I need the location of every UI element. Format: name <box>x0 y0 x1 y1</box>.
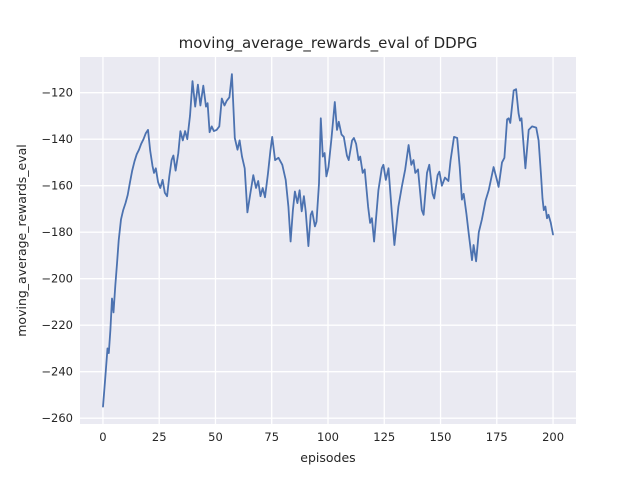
x-tick-label: 125 <box>373 430 395 444</box>
series-lines <box>102 73 554 408</box>
x-axis-label: episodes <box>300 450 355 465</box>
series-line-moving_average_rewards_eval <box>102 73 554 408</box>
x-tick-label: 150 <box>430 430 452 444</box>
x-tick-label: 25 <box>152 430 167 444</box>
x-tick-label: 175 <box>486 430 508 444</box>
chart-title: moving_average_rewards_eval of DDPG <box>179 34 478 53</box>
x-tick-label: 75 <box>264 430 279 444</box>
y-tick-label: −240 <box>41 365 73 379</box>
x-tick-label: 100 <box>317 430 339 444</box>
y-tick-label: −160 <box>41 179 73 193</box>
x-tick-labels: 0 25 50 75 100 125 150 175 200 <box>99 430 564 444</box>
x-tick-label: 50 <box>208 430 223 444</box>
x-tick-label: 0 <box>99 430 106 444</box>
y-axis-label: moving_average_rewards_eval <box>14 144 29 337</box>
y-tick-labels: −120 −140 −160 −180 −200 −220 −240 −260 <box>41 86 73 425</box>
y-tick-label: −120 <box>41 86 73 100</box>
gridlines <box>80 57 576 424</box>
y-tick-label: −260 <box>41 411 73 425</box>
y-tick-label: −200 <box>41 272 73 286</box>
y-tick-label: −140 <box>41 132 73 146</box>
y-tick-label: −180 <box>41 225 73 239</box>
y-tick-label: −220 <box>41 318 73 332</box>
x-tick-label: 200 <box>542 430 564 444</box>
